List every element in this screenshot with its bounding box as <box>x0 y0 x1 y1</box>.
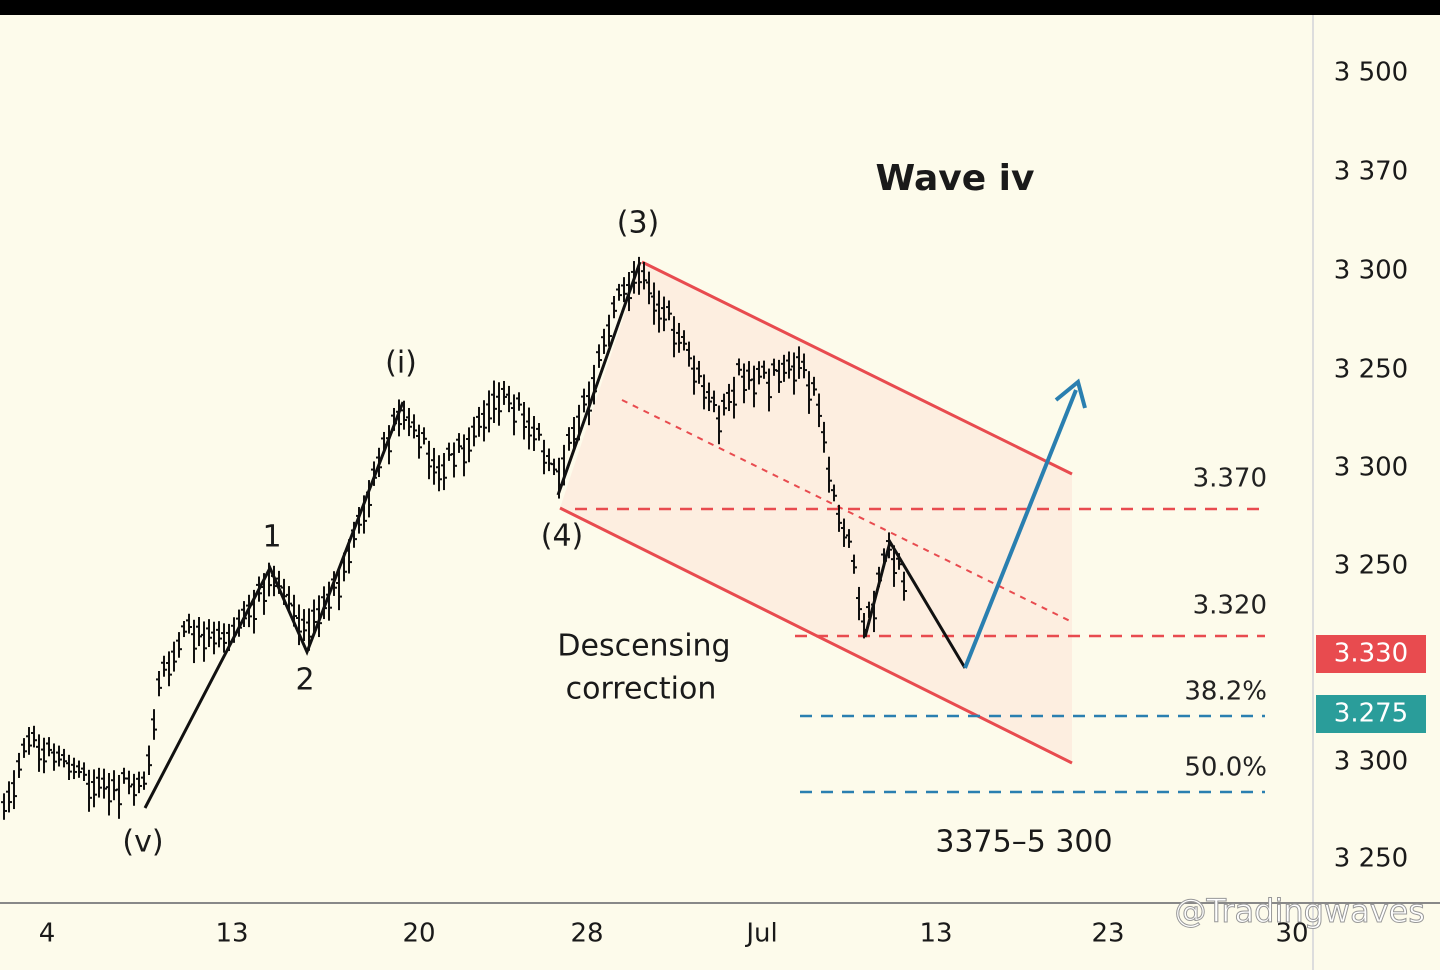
level-label: 3.370 <box>1193 464 1267 494</box>
y-tick-label: 3 250 <box>1334 355 1408 385</box>
x-tick-label: 4 <box>39 919 56 949</box>
correction-label: Descensing <box>557 629 730 664</box>
x-tick-label: 23 <box>1091 919 1124 949</box>
wave-line <box>863 538 967 669</box>
x-tick-label: 28 <box>570 919 603 949</box>
wave-label: (v) <box>122 825 163 860</box>
wave-label: 2 <box>295 663 314 698</box>
wave-line <box>143 401 405 809</box>
wave-label: 1 <box>262 520 281 555</box>
y-tick-label: 3 500 <box>1334 58 1408 88</box>
y-tick-label: 3 250 <box>1334 551 1408 581</box>
y-tick-label: 3 300 <box>1334 747 1408 777</box>
wave-line <box>556 261 642 496</box>
x-tick-label: 13 <box>919 919 952 949</box>
correction-label: correction <box>566 672 717 707</box>
y-tick-label: 3 250 <box>1334 844 1408 874</box>
price-tag-label: 3.330 <box>1334 639 1408 669</box>
target-label: 3375–5 300 <box>935 825 1112 860</box>
price-tags: 3.330 3.275 <box>1316 635 1426 733</box>
price-tag-label: 3.275 <box>1334 699 1408 729</box>
top-bar <box>0 0 1440 15</box>
price-axis: 3 500 3 370 3 300 3 250 3 300 3 250 3 300 3 250 <box>1334 58 1408 874</box>
title: Wave iv <box>876 158 1035 199</box>
channel-fill <box>560 262 1072 763</box>
x-tick-label: 30 <box>1275 919 1308 949</box>
wave-label: (i) <box>385 346 417 381</box>
y-tick-label: 3 370 <box>1334 157 1408 187</box>
level-label: 50.0% <box>1184 753 1267 783</box>
wave-label: (4) <box>541 519 584 554</box>
projection-arrow <box>963 389 1078 669</box>
watermark: @Tradingwaves <box>1175 892 1425 930</box>
arrow-head <box>1054 378 1087 409</box>
x-tick-label: Jul <box>744 919 777 949</box>
price-tag <box>1316 695 1426 733</box>
channel-upper <box>641 260 1073 476</box>
y-tick-label: 3 300 <box>1334 256 1408 286</box>
wave-label: (3) <box>617 206 660 241</box>
price-tag <box>1316 635 1426 673</box>
y-tick-label: 3 300 <box>1334 453 1408 483</box>
x-tick-label: 13 <box>215 919 248 949</box>
level-label: 38.2% <box>1184 677 1267 707</box>
time-axis: 4 13 20 28 Jul 13 23 30 <box>39 919 1309 949</box>
x-tick-label: 20 <box>402 919 435 949</box>
level-label: 3.320 <box>1193 591 1267 621</box>
